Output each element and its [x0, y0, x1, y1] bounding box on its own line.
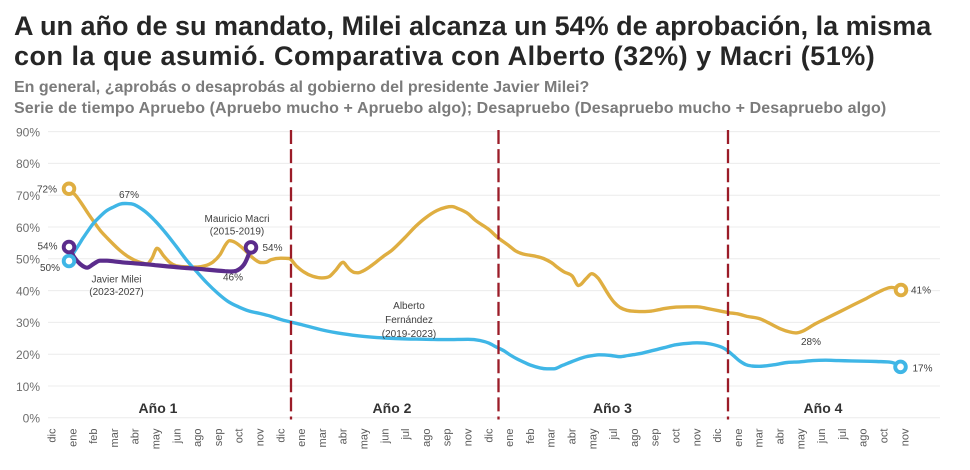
svg-text:Javier Milei: Javier Milei [91, 274, 141, 285]
svg-text:54%: 54% [37, 241, 57, 252]
svg-text:abr: abr [130, 428, 142, 444]
svg-text:ene: ene [504, 429, 516, 447]
svg-text:jun: jun [379, 429, 391, 445]
svg-text:nov: nov [691, 428, 703, 446]
svg-text:72%: 72% [37, 184, 57, 195]
svg-text:50%: 50% [40, 263, 60, 274]
svg-text:67%: 67% [119, 190, 139, 201]
svg-text:jul: jul [837, 429, 849, 441]
svg-text:sep: sep [442, 429, 454, 447]
svg-text:nov: nov [255, 428, 267, 446]
svg-text:abr: abr [775, 428, 787, 444]
svg-text:nov: nov [899, 428, 911, 446]
svg-text:41%: 41% [911, 286, 931, 297]
svg-text:54%: 54% [263, 243, 283, 254]
svg-text:may: may [359, 428, 371, 449]
svg-text:abr: abr [567, 428, 579, 444]
svg-text:30%: 30% [16, 316, 40, 330]
svg-text:jul: jul [608, 429, 620, 441]
svg-text:ago: ago [629, 429, 641, 447]
svg-text:70%: 70% [16, 189, 40, 203]
svg-text:40%: 40% [16, 284, 40, 298]
svg-text:(2019-2023): (2019-2023) [382, 329, 436, 340]
svg-text:nov: nov [463, 428, 475, 446]
svg-text:10%: 10% [16, 380, 40, 394]
svg-text:Alberto: Alberto [393, 301, 425, 312]
svg-text:17%: 17% [913, 364, 933, 375]
svg-text:20%: 20% [16, 348, 40, 362]
svg-text:abr: abr [338, 428, 350, 444]
svg-text:0%: 0% [23, 412, 41, 426]
svg-text:ago: ago [421, 429, 433, 447]
svg-text:46%: 46% [223, 272, 243, 283]
svg-text:jun: jun [171, 429, 183, 445]
svg-text:80%: 80% [16, 157, 40, 171]
svg-text:ago: ago [858, 429, 870, 447]
svg-text:dic: dic [712, 428, 724, 443]
svg-text:dic: dic [47, 428, 59, 443]
svg-text:(2015-2019): (2015-2019) [210, 227, 264, 238]
svg-text:feb: feb [525, 429, 537, 444]
svg-text:mar: mar [317, 428, 329, 447]
svg-text:may: may [795, 428, 807, 449]
svg-text:Año 1: Año 1 [139, 400, 178, 416]
svg-text:mar: mar [754, 428, 766, 447]
svg-text:90%: 90% [16, 125, 40, 139]
svg-text:may: may [151, 428, 163, 449]
svg-text:jul: jul [400, 429, 412, 441]
svg-text:sep: sep [213, 429, 225, 447]
svg-text:Año 2: Año 2 [373, 400, 412, 416]
svg-text:ene: ene [733, 429, 745, 447]
svg-text:may: may [587, 428, 599, 449]
svg-text:ago: ago [192, 429, 204, 447]
svg-text:ene: ene [296, 429, 308, 447]
svg-text:50%: 50% [16, 253, 40, 267]
svg-text:mar: mar [109, 428, 121, 447]
svg-text:dic: dic [275, 428, 287, 443]
svg-text:feb: feb [88, 429, 100, 444]
svg-text:60%: 60% [16, 221, 40, 235]
svg-text:oct: oct [671, 429, 683, 444]
svg-text:ene: ene [67, 429, 79, 447]
svg-text:28%: 28% [801, 337, 821, 348]
svg-text:Fernández: Fernández [385, 315, 433, 326]
svg-text:Año 4: Año 4 [804, 400, 843, 416]
svg-text:(2023-2027): (2023-2027) [89, 287, 143, 298]
svg-text:Año 3: Año 3 [593, 400, 632, 416]
svg-text:jun: jun [816, 429, 828, 445]
svg-text:mar: mar [546, 428, 558, 447]
svg-text:dic: dic [483, 428, 495, 443]
svg-text:Mauricio Macri: Mauricio Macri [204, 214, 269, 225]
svg-text:oct: oct [879, 429, 891, 444]
svg-text:sep: sep [650, 429, 662, 447]
svg-text:oct: oct [234, 429, 246, 444]
